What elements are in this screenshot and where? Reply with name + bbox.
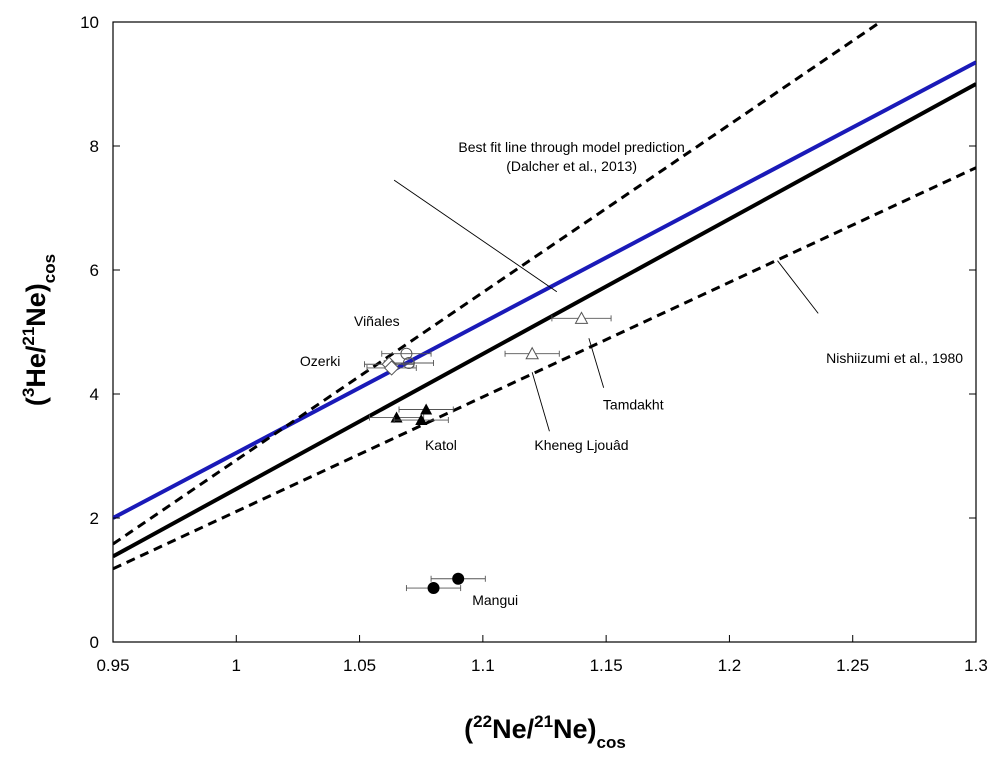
line-1 [113, 60, 976, 520]
annotation-7: Kheneg Ljouâd [534, 437, 628, 453]
x-tick-label: 1 [232, 656, 241, 675]
annotation-9: Mangui [472, 592, 518, 608]
annotation-1: Best fit line through model prediction [458, 139, 684, 155]
x-tick-label: 1.1 [471, 656, 495, 675]
annotation-8: Katol [425, 437, 457, 453]
x-tick-label: 1.3 [964, 656, 988, 675]
marker-circle-filled [452, 572, 465, 585]
point-vinales-1 [381, 347, 432, 360]
x-axis-title-sup: 22 [473, 712, 492, 731]
y-tick-label: 2 [90, 509, 99, 528]
x-tick-label: 1.25 [836, 656, 869, 675]
line-3 [113, 22, 883, 546]
x-tick-label: 1.2 [718, 656, 742, 675]
y-axis-title-mid: He/ [21, 345, 51, 388]
point-katol-3 [398, 403, 454, 415]
x-tick-label: 0.95 [96, 656, 129, 675]
plot-frame [112, 21, 977, 643]
annotation-6: Tamdakht [603, 397, 664, 413]
point-mangui-1 [405, 582, 462, 595]
ticks-layer: 0.95 1 1.05 1.1 1.15 1.2 1.25 1.3 0 2 4 6 8 10 [80, 13, 988, 675]
lines-layer [113, 22, 976, 571]
annotations-layer: Best fit line through model prediction (D… [300, 139, 963, 608]
marker-triangle-open [574, 311, 589, 324]
y-axis-title-sub: cos [40, 254, 59, 283]
line-4 [113, 166, 976, 571]
points-layer [364, 311, 612, 595]
x-axis-title-mid: Ne/ [492, 714, 535, 744]
marker-diamond-open [383, 360, 400, 376]
x-axis-title-sup2: 21 [534, 712, 553, 731]
annotation-2: (Dalcher et al., 2013) [506, 158, 637, 174]
y-axis-title-close: Ne) [21, 283, 51, 327]
y-tick-label: 6 [90, 261, 99, 280]
point-tamdakht-1 [551, 311, 612, 324]
line-2 [113, 82, 976, 559]
marker-circle-filled [427, 582, 440, 595]
annotation-5: Ozerki [300, 353, 340, 369]
point-ozerki-2 [366, 360, 417, 376]
y-tick-label: 10 [80, 13, 99, 32]
marker-circle-open [400, 347, 413, 360]
y-tick-label: 4 [90, 385, 99, 404]
x-tick-label: 1.15 [590, 656, 623, 675]
marker-triangle-filled [420, 403, 433, 415]
leader-line-3 [588, 338, 605, 388]
y-tick-label: 0 [90, 633, 99, 652]
y-axis-title: (3He/21Ne)cos [19, 254, 59, 406]
leaders-layer [393, 179, 819, 432]
x-tick-label: 1.05 [343, 656, 376, 675]
annotation-3: Nishiizumi et al., 1980 [826, 350, 963, 366]
point-kheneg-ljouad-1 [504, 346, 560, 360]
y-axis-title-sup2: 21 [19, 327, 38, 346]
x-axis-title-sub: cos [597, 733, 626, 752]
y-axis-title-sup: 3 [19, 388, 38, 397]
leader-line-4 [531, 372, 550, 432]
point-mangui-2 [430, 572, 486, 585]
marker-triangle-open [525, 346, 540, 360]
leader-line-1 [393, 179, 558, 293]
marker-triangle-filled [390, 411, 403, 423]
x-axis-title-close: Ne) [553, 714, 597, 744]
y-tick-label: 8 [90, 137, 99, 156]
marker-circle-open [402, 357, 415, 369]
x-axis-title: (22Ne/21Ne)cos [464, 712, 626, 752]
point-katol-2 [393, 414, 449, 426]
annotation-4: Viñales [354, 313, 400, 329]
x-axis-title-open: ( [464, 714, 473, 744]
marker-triangle-filled [415, 414, 428, 426]
y-axis-title-open: ( [21, 397, 51, 406]
leader-line-2 [777, 260, 819, 314]
